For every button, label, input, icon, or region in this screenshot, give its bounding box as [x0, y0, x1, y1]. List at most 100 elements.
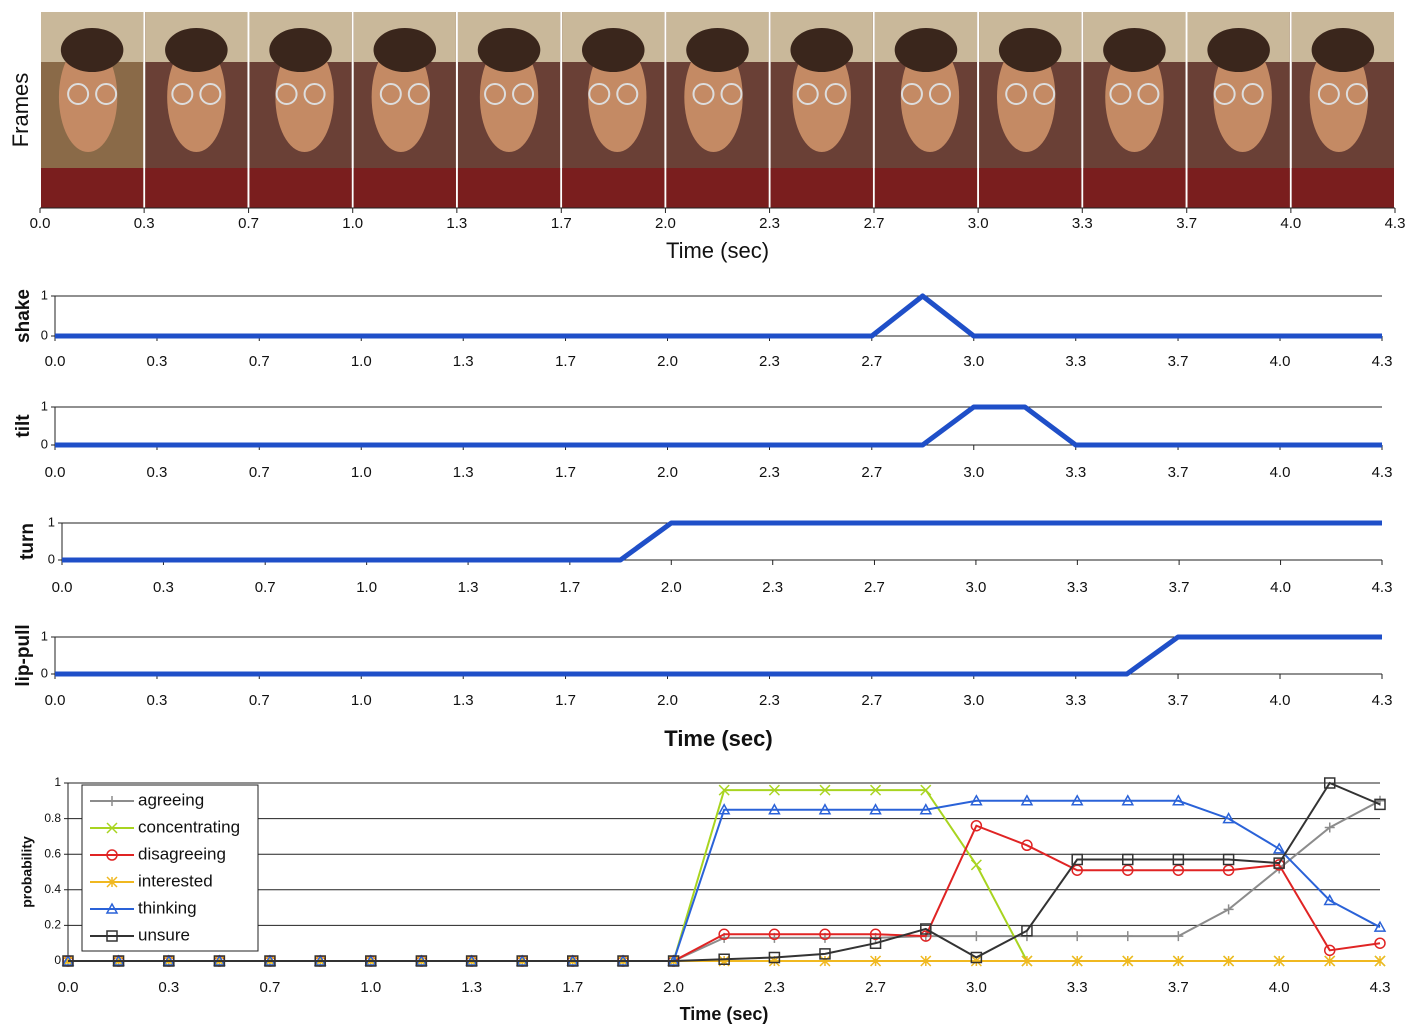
shirt: [145, 168, 247, 208]
x-tick-label: 1.3: [458, 579, 479, 596]
x-tick-label: 2.0: [657, 692, 678, 709]
x-tick-label: 2.7: [864, 579, 885, 596]
x-tick-label: 3.3: [1065, 464, 1086, 481]
x-tick-label: 2.3: [759, 464, 780, 481]
x-axis-title: Time (sec): [666, 238, 769, 263]
shirt: [771, 168, 873, 208]
y-tick-label: 0: [41, 665, 48, 680]
chart-line: tilt0.00.30.71.01.31.72.02.32.73.03.33.7…: [13, 398, 1392, 481]
y-axis-title: probability: [19, 836, 35, 908]
x-tick-label: 1.7: [555, 692, 576, 709]
data-point: [1123, 931, 1133, 941]
x-tick-label: 0.7: [255, 579, 276, 596]
y-tick-label: 1: [48, 514, 55, 529]
x-tick-label: 1.0: [342, 215, 363, 232]
x-tick-label: 0.3: [158, 979, 179, 996]
hair: [165, 28, 228, 72]
x-tick-label: 1.3: [461, 979, 482, 996]
x-tick-label: 0.7: [249, 464, 270, 481]
y-tick-label: 0: [41, 327, 48, 342]
x-tick-label: 0.3: [147, 692, 168, 709]
x-tick-label: 0.0: [45, 692, 66, 709]
y-tick-label: 1: [41, 628, 48, 643]
y-tick-label: 0: [41, 436, 48, 451]
chart-line: lip-pullTime (sec)0.00.30.71.01.31.72.02…: [13, 624, 1392, 750]
x-tick-label: 3.7: [1168, 979, 1189, 996]
y-tick-label: 0.2: [44, 918, 61, 932]
x-tick-label: 0.3: [134, 215, 155, 232]
x-tick-label: 1.3: [453, 464, 474, 481]
x-tick-label: 3.0: [963, 353, 984, 370]
hair: [582, 28, 645, 72]
gesture-line: [62, 523, 1382, 560]
legend-label: thinking: [138, 898, 197, 917]
x-tick-label: 0.0: [45, 464, 66, 481]
legend-label: disagreeing: [138, 844, 226, 863]
legend-label: interested: [138, 871, 213, 890]
y-axis-title: tilt: [13, 414, 34, 438]
x-tick-label: 0.0: [30, 215, 51, 232]
legend: agreeingconcentratingdisagreeinginterest…: [82, 785, 258, 951]
y-tick-label: 0.6: [44, 846, 61, 860]
hair: [1207, 28, 1270, 72]
x-tick-label: 3.0: [963, 692, 984, 709]
hair: [686, 28, 749, 72]
gesture-line: [55, 296, 1382, 336]
x-tick-label: 2.3: [759, 215, 780, 232]
x-tick-label: 1.0: [356, 579, 377, 596]
x-tick-label: 2.7: [861, 353, 882, 370]
y-tick-label: 0: [54, 953, 61, 967]
x-tick-label: 0.0: [58, 979, 79, 996]
x-tick-label: 3.7: [1169, 579, 1190, 596]
hair: [790, 28, 853, 72]
x-tick-label: 0.3: [147, 353, 168, 370]
y-axis-title: turn: [17, 523, 38, 560]
y-tick-label: 0.8: [44, 811, 61, 825]
x-tick-label: 1.3: [453, 692, 474, 709]
x-tick-label: 1.0: [360, 979, 381, 996]
shirt: [979, 168, 1081, 208]
figure: Frames Time (sec) 0.0 0.3 0.7 1.0 1.3 1.7 2.0 2.3…: [0, 0, 1407, 1028]
x-axis-title: Time (sec): [680, 1004, 769, 1024]
x-tick-label: 3.3: [1067, 979, 1088, 996]
x-tick-label: 2.0: [661, 579, 682, 596]
hair: [374, 28, 437, 72]
shirt: [562, 168, 664, 208]
x-tick-label: 3.0: [968, 215, 989, 232]
hair: [999, 28, 1062, 72]
x-tick-label: 3.7: [1176, 215, 1197, 232]
x-tick-label: 4.0: [1280, 215, 1301, 232]
x-tick-label: 4.3: [1372, 579, 1393, 596]
x-tick-label: 1.7: [562, 979, 583, 996]
gesture-line: [55, 407, 1382, 445]
chart-multiline: probability Time (sec) 0.0 0.3 0.7 1.0 1.3 1.7 2…: [19, 775, 1391, 1024]
x-tick-label: 2.7: [865, 979, 886, 996]
shirt: [666, 168, 768, 208]
data-point: [1072, 931, 1082, 941]
x-tick-label: 0.0: [45, 353, 66, 370]
gesture-line: [55, 637, 1382, 674]
legend-label: unsure: [138, 925, 190, 944]
x-tick-label: 2.3: [759, 692, 780, 709]
x-axis-title: Time (sec): [664, 726, 772, 751]
shirt: [249, 168, 351, 208]
x-tick-label: 4.0: [1269, 979, 1290, 996]
x-tick-label: 3.0: [963, 464, 984, 481]
x-tick-label: 1.3: [446, 215, 467, 232]
y-axis-title: Frames: [8, 73, 33, 148]
x-tick-label: 1.7: [555, 464, 576, 481]
x-tick-label: 2.3: [759, 353, 780, 370]
x-tick-label: 3.0: [966, 979, 987, 996]
x-tick-label: 0.3: [153, 579, 174, 596]
x-tick-label: 2.0: [655, 215, 676, 232]
hair: [61, 28, 124, 72]
x-tick-label: 1.0: [351, 464, 372, 481]
x-tick-label: 3.7: [1168, 353, 1189, 370]
x-tick-label: 2.0: [657, 464, 678, 481]
x-tick-label: 0.7: [260, 979, 281, 996]
x-tick-label: 2.0: [663, 979, 684, 996]
shirt: [1083, 168, 1185, 208]
hair: [1103, 28, 1166, 72]
x-tick-label: 3.3: [1067, 579, 1088, 596]
x-tick-label: 1.7: [559, 579, 580, 596]
